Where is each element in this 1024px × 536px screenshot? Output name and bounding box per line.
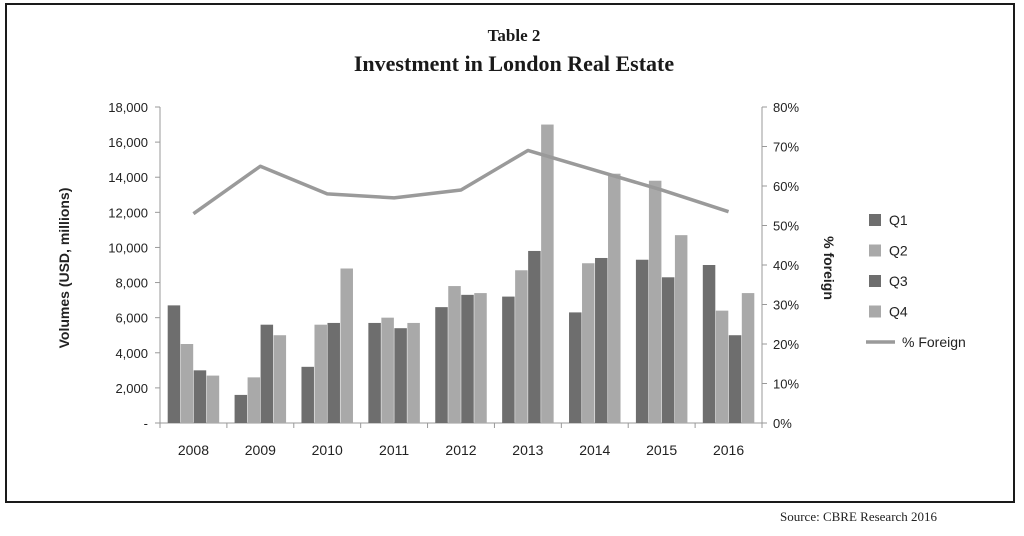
- x-tick-label: 2013: [512, 442, 543, 458]
- x-tick-label: 2011: [379, 442, 409, 458]
- bar-q3-2010: [327, 322, 340, 423]
- bar-q4-2013: [541, 124, 554, 424]
- bar-q4-2009: [273, 335, 287, 423]
- bar-q3-2014: [595, 257, 608, 423]
- bar-q4-2011: [407, 322, 420, 423]
- bar-q1-2011: [368, 322, 381, 423]
- x-tick-label: 2009: [245, 442, 276, 458]
- bar-q2-2015: [648, 180, 662, 423]
- source-note: Source: CBRE Research 2016: [780, 509, 938, 524]
- chart: Table 2 Investment in London Real Estate…: [56, 26, 966, 458]
- legend-label: Q1: [889, 212, 908, 228]
- y-tick-label: 14,000: [108, 170, 148, 185]
- bar-q1-2008: [167, 305, 181, 423]
- x-tick-label: 2010: [312, 442, 343, 458]
- y2-tick-label: 80%: [773, 100, 799, 115]
- legend-swatch-q1: [869, 214, 881, 226]
- bar-q1-2013: [502, 296, 515, 423]
- bar-q1-2012: [435, 307, 448, 423]
- bar-q3-2016: [728, 335, 742, 423]
- x-tick-label: 2012: [445, 442, 476, 458]
- bar-q4-2008: [206, 375, 220, 423]
- bar-q1-2016: [702, 265, 716, 423]
- bar-q2-2016: [715, 310, 729, 423]
- bar-q2-2008: [180, 344, 194, 423]
- bar-q3-2013: [528, 250, 541, 423]
- x-tick-label: 2016: [713, 442, 744, 458]
- y2-tick-label: 50%: [773, 219, 799, 234]
- bar-q4-2010: [340, 268, 353, 423]
- bar-q4-2012: [474, 293, 487, 423]
- y2-tick-label: 70%: [773, 140, 799, 155]
- legend-swatch-q3: [869, 275, 881, 287]
- y-tick-label: 18,000: [108, 100, 148, 115]
- plot-area: - 2,000 4,000 6,000 8,000 10,000 12,000 14,000 1…: [108, 100, 799, 458]
- y2-axis-label: % foreign: [821, 236, 837, 300]
- bar-q4-2014: [608, 173, 621, 423]
- bar-q3-2009: [260, 324, 274, 423]
- bar-q1-2014: [569, 312, 582, 423]
- legend-label: Q2: [889, 243, 908, 259]
- legend-swatch-q4: [869, 305, 881, 318]
- bar-q2-2011: [381, 317, 394, 423]
- bar-q3-2012: [461, 294, 474, 423]
- y-tick-label: -: [144, 416, 148, 431]
- legend-swatch-q2: [869, 244, 881, 257]
- y2-tick-label: 10%: [773, 377, 799, 392]
- bar-q1-2010: [301, 366, 314, 423]
- bar-q3-2011: [394, 328, 407, 423]
- bar-q2-2012: [448, 286, 461, 423]
- bar-q1-2015: [635, 259, 649, 423]
- chart-frame: Table 2 Investment in London Real Estate…: [5, 3, 1015, 503]
- y-tick-label: 10,000: [108, 240, 148, 255]
- bar-q1-2009: [234, 394, 248, 423]
- bar-q2-2009: [247, 377, 261, 423]
- y-tick-label: 16,000: [108, 135, 148, 150]
- bar-q4-2015: [674, 235, 688, 423]
- y2-tick-label: 0%: [773, 416, 792, 431]
- y-tick-label: 4,000: [115, 346, 148, 361]
- y-tick-label: 6,000: [115, 311, 148, 326]
- legend-label: % Foreign: [902, 334, 966, 350]
- legend: Q1 Q2 Q3 Q4 % Foreign: [866, 212, 966, 350]
- y-tick-label: 12,000: [108, 205, 148, 220]
- y-tick-label: 2,000: [115, 381, 148, 396]
- bar-q2-2013: [515, 270, 528, 423]
- x-tick-label: 2014: [579, 442, 610, 458]
- bar-q3-2008: [193, 370, 207, 423]
- x-tick-label: 2015: [646, 442, 677, 458]
- chart-supertitle: Table 2: [488, 26, 541, 45]
- y2-tick-label: 40%: [773, 258, 799, 273]
- bar-q3-2015: [661, 277, 675, 423]
- x-tick-label: 2008: [178, 442, 209, 458]
- y2-tick-label: 60%: [773, 179, 799, 194]
- y-tick-label: 8,000: [115, 276, 148, 291]
- y-axis-label: Volumes (USD, millions): [56, 188, 72, 349]
- legend-label: Q4: [889, 304, 908, 320]
- y2-tick-label: 30%: [773, 298, 799, 313]
- line-series-foreign: [192, 148, 730, 216]
- y2-tick-label: 20%: [773, 337, 799, 352]
- chart-title: Investment in London Real Estate: [354, 51, 674, 76]
- bar-q4-2016: [741, 293, 755, 423]
- bar-q2-2014: [582, 263, 595, 423]
- legend-label: Q3: [889, 273, 908, 289]
- bar-q2-2010: [314, 324, 327, 423]
